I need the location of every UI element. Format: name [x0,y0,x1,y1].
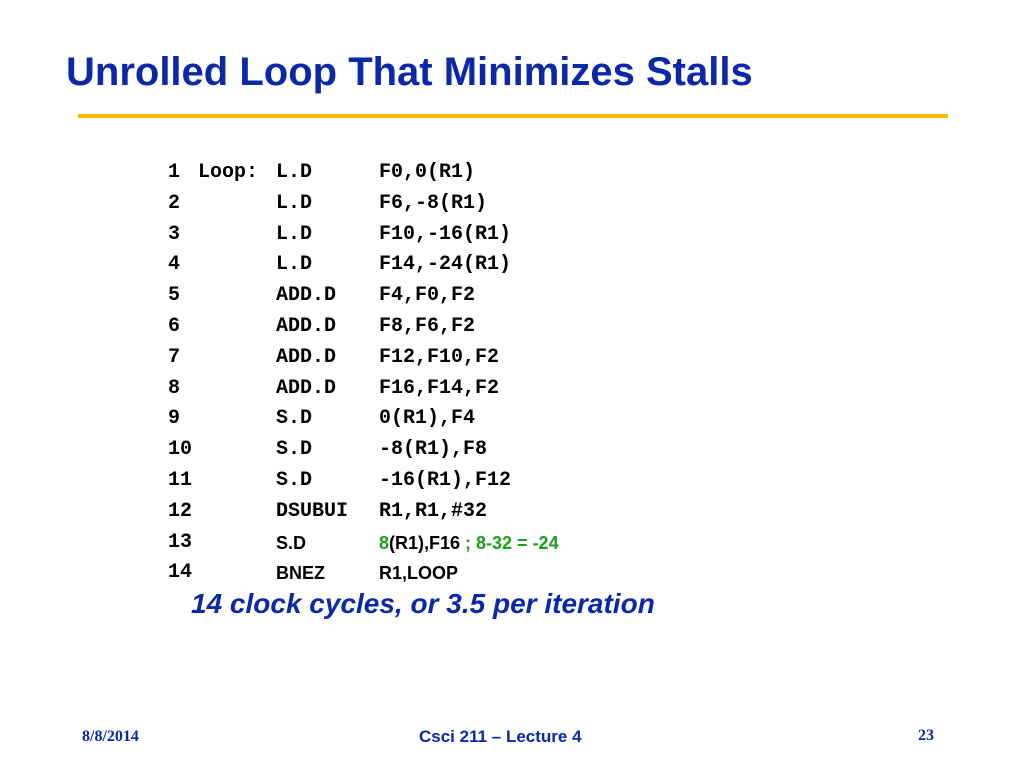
page-number: 23 [918,727,934,744]
opcode: S.D [276,438,313,462]
line-number: 6 [168,314,181,338]
operands: -16(R1),F12 [379,468,512,492]
opcode: DSUBUI [276,499,349,523]
operands: F12,F10,F2 [379,345,500,369]
opcode: BNEZ [276,563,325,584]
opcode: ADD.D [276,345,337,369]
line-number: 11 [168,468,193,492]
line-number: 2 [168,191,181,215]
line-number: 12 [168,499,193,523]
opcode: L.D [276,191,313,215]
opcode: ADD.D [276,314,337,338]
operands: F4,F0,F2 [379,284,476,308]
opcode: ADD.D [276,376,337,400]
line-number: 10 [168,438,193,462]
summary-text: 14 clock cycles, or 3.5 per iteration [191,588,655,619]
opcode: L.D [276,161,313,184]
line-number: 9 [168,407,181,431]
operands: F0,0(R1) [379,161,476,184]
operands: -8(R1),F8 [379,438,488,462]
line-number: 8 [168,376,181,400]
opcode: L.D [276,253,313,277]
operands: R1,R1,#32 [379,499,488,523]
opcode: S.D [276,468,313,492]
operands: F6,-8(R1) [379,191,488,215]
line-number: 3 [168,222,181,246]
operands: F16,F14,F2 [379,376,500,400]
line-number: 1 [168,161,181,184]
line-number: 14 [168,561,193,585]
operands: F14,-24(R1) [379,253,512,277]
offset-highlight: 8 [379,532,390,553]
code-comment: ; 8-32 = -24 [460,532,559,553]
operands: R1,LOOP [379,563,459,584]
loop-label: Loop: [198,161,259,184]
opcode: S.D [276,407,313,431]
line-number: 13 [168,530,193,554]
opcode: S.D [276,532,307,553]
title-underline [78,114,948,118]
operands: F8,F6,F2 [379,314,476,338]
operands-rest: (R1),F16 [389,532,461,553]
operands: 0(R1),F4 [379,407,476,431]
opcode: L.D [276,222,313,246]
operands: F10,-16(R1) [379,222,512,246]
slide-title: Unrolled Loop That Minimizes Stalls [66,50,753,94]
operands: 8(R1),F16 ; 8-32 = -24 [379,528,559,559]
footer-course: Csci 211 – Lecture 4 [419,727,582,746]
line-number: 7 [168,345,181,369]
line-number: 5 [168,284,181,308]
line-number: 4 [168,253,181,277]
footer-date: 8/8/2014 [82,728,139,745]
opcode: ADD.D [276,284,337,308]
